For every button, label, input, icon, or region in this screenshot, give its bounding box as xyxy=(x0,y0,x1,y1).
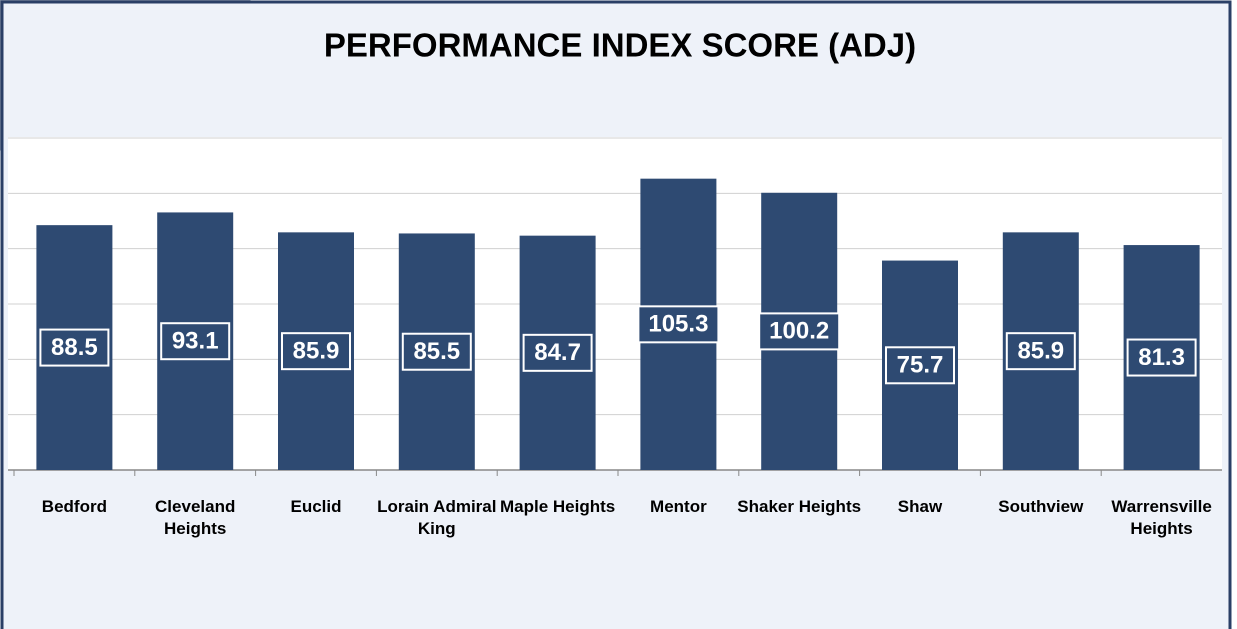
value-label-box xyxy=(281,332,351,371)
x-tick-label: Shaw xyxy=(897,497,943,516)
value-label: 85.9 xyxy=(1017,338,1064,365)
value-label-box xyxy=(758,312,841,351)
value-label-box xyxy=(1005,332,1076,371)
value-label: 81.3 xyxy=(1138,344,1185,371)
value-label-box xyxy=(637,305,720,344)
x-tick-label: Warrensville Heights xyxy=(1111,497,1212,538)
value-label: 84.7 xyxy=(534,339,581,366)
value-label: 100.2 xyxy=(769,318,829,345)
x-tick-label: Southview xyxy=(998,497,1084,516)
x-tick-label: Bedford xyxy=(41,497,107,516)
x-tick-label: Cleveland Heights xyxy=(155,497,236,538)
value-label-box xyxy=(160,322,231,361)
x-tick-label: Maple Heights xyxy=(499,497,616,516)
x-tick-label: Shaker Heights xyxy=(737,497,862,516)
value-label: 85.5 xyxy=(413,338,460,365)
x-tick-label: Mentor xyxy=(650,497,707,516)
value-label-box xyxy=(401,332,472,371)
value-label-box xyxy=(1126,338,1197,377)
value-label-box xyxy=(885,346,955,385)
x-tick-label: Euclid xyxy=(290,497,342,516)
value-label: 105.3 xyxy=(648,311,708,338)
value-label: 85.9 xyxy=(293,338,340,365)
value-label: 75.7 xyxy=(897,352,944,379)
value-label: 93.1 xyxy=(172,328,219,355)
chart-title: PERFORMANCE INDEX SCORE (ADJ) xyxy=(324,27,916,64)
value-label: 88.5 xyxy=(51,334,98,361)
value-label-box xyxy=(39,328,110,367)
value-label-box xyxy=(522,333,593,372)
x-tick-label: Lorain Admiral King xyxy=(377,497,497,538)
